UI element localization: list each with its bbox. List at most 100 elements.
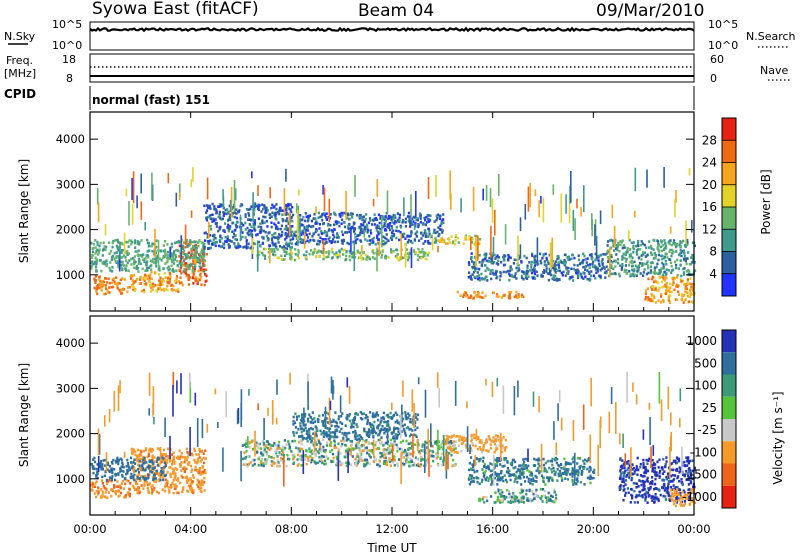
power-colorbar-tick-label: 16: [702, 200, 717, 214]
echo-cell: [164, 262, 167, 265]
echo-cell: [173, 455, 176, 459]
echo-cell: [384, 456, 387, 460]
echo-cell: [212, 217, 215, 221]
echo-cell: [556, 254, 559, 258]
echo-cell: [426, 254, 429, 257]
echo-cell: [277, 221, 280, 224]
echo-cell: [305, 429, 308, 433]
echo-cell: [162, 244, 165, 247]
echo-cell: [198, 487, 201, 490]
echo-cell: [180, 281, 183, 284]
echo-cell: [148, 460, 151, 463]
echo-cell: [279, 206, 282, 210]
echo-cell: [568, 277, 571, 281]
echo-cell: [311, 411, 314, 414]
echo-cell: [194, 264, 197, 267]
echo-cell: [172, 458, 175, 461]
echo-streak: [482, 188, 484, 201]
echo-cell: [106, 468, 109, 472]
echo-cell: [309, 455, 312, 458]
echo-cell: [166, 455, 170, 458]
echo-cell: [672, 279, 675, 282]
echo-cell: [513, 275, 516, 279]
echo-cell: [420, 463, 423, 466]
echo-cell: [150, 277, 153, 281]
echo-cell: [316, 242, 319, 246]
echo-cell: [264, 458, 267, 461]
echo-cell: [588, 279, 591, 282]
echo-cell: [327, 224, 330, 227]
echo-cell: [199, 460, 202, 463]
echo-cell: [178, 269, 181, 272]
echo-cell: [661, 257, 664, 261]
echo-cell: [343, 433, 346, 436]
echo-cell: [164, 478, 167, 482]
echo-cell: [418, 212, 421, 215]
echo-cell: [186, 477, 189, 480]
echo-cell: [350, 252, 353, 256]
echo-cell: [335, 222, 338, 226]
echo-cell: [645, 272, 648, 276]
echo-cell: [172, 255, 175, 259]
power-ytick-label: 3000: [56, 177, 85, 191]
echo-cell: [305, 432, 308, 435]
echo-cell: [184, 476, 187, 479]
echo-cell: [649, 269, 653, 272]
echo-cell: [390, 251, 393, 254]
echo-cell: [340, 211, 343, 215]
echo-cell: [352, 425, 355, 429]
echo-cell: [331, 250, 334, 254]
echo-cell: [191, 268, 194, 272]
echo-cell: [435, 456, 438, 460]
echo-cell: [104, 470, 107, 474]
echo-cell: [200, 249, 203, 253]
echo-cell: [489, 443, 492, 446]
echo-cell: [180, 452, 183, 455]
echo-cell: [219, 225, 222, 229]
echo-cell: [665, 272, 668, 275]
echo-cell: [111, 255, 114, 259]
echo-cell: [365, 213, 368, 216]
echo-cell: [680, 280, 683, 283]
echo-cell: [244, 455, 248, 459]
echo-cell: [650, 244, 653, 248]
echo-streak: [519, 217, 522, 232]
echo-cell: [142, 288, 145, 292]
echo-cell: [402, 450, 405, 454]
echo-cell: [521, 270, 524, 273]
echo-cell: [95, 287, 98, 291]
echo-cell: [92, 471, 95, 475]
echo-cell: [420, 457, 423, 461]
echo-cell: [179, 264, 182, 268]
echo-cell: [639, 272, 642, 275]
echo-cell: [171, 245, 174, 249]
echo-cell: [110, 285, 113, 289]
echo-cell: [262, 237, 265, 240]
echo-cell: [188, 461, 191, 464]
echo-cell: [309, 238, 312, 242]
echo-cell: [110, 468, 113, 472]
echo-cell: [119, 491, 123, 495]
echo-cell: [136, 448, 139, 452]
echo-cell: [409, 248, 412, 252]
echo-cell: [477, 437, 480, 441]
echo-cell: [316, 450, 319, 453]
echo-cell: [133, 473, 136, 477]
echo-cell: [541, 275, 544, 278]
echo-cell: [152, 285, 155, 289]
echo-cell: [275, 207, 278, 211]
echo-cell: [450, 436, 453, 439]
echo-cell: [356, 425, 359, 429]
echo-cell: [512, 500, 515, 504]
echo-cell: [164, 253, 167, 256]
echo-cell: [190, 252, 193, 256]
echo-cell: [197, 269, 200, 273]
echo-cell: [301, 223, 304, 227]
echo-cell: [484, 294, 487, 298]
echo-cell: [327, 429, 331, 433]
echo-cell: [531, 254, 534, 257]
echo-cell: [428, 232, 431, 236]
echo-cell: [657, 289, 660, 292]
echo-cell: [148, 449, 151, 452]
echo-cell: [645, 262, 648, 265]
